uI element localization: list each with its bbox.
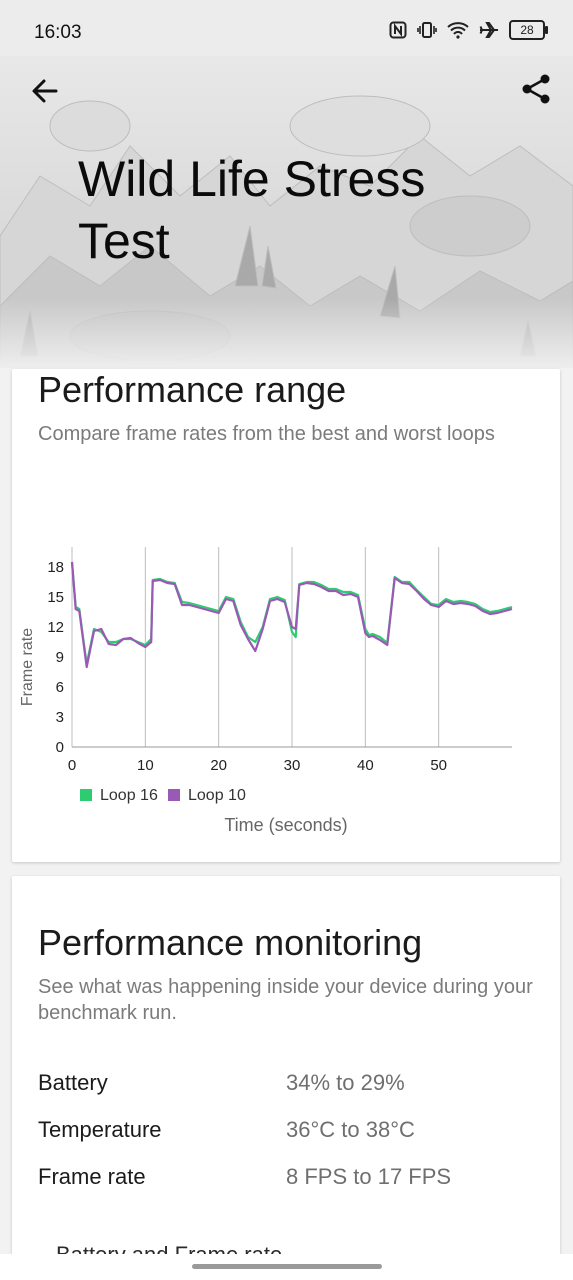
- nfc-icon: [389, 21, 407, 39]
- header-banner: [0, 56, 573, 368]
- performance-range-card: Performance range Compare frame rates fr…: [12, 369, 560, 862]
- status-icons: 28: [389, 20, 548, 40]
- chart-y-tick-label: 9: [56, 649, 64, 666]
- chart-y-tick-label: 3: [56, 709, 64, 726]
- status-bar: 16:03 28: [0, 0, 573, 56]
- chart-y-tick-label: 18: [47, 559, 64, 576]
- stat-label: Battery: [38, 1070, 108, 1095]
- legend-swatch: [80, 789, 92, 801]
- chart-x-tick-label: 20: [210, 757, 227, 774]
- performance-monitoring-card: Performance monitoring See what was happ…: [12, 876, 560, 1276]
- battery-icon: 28: [509, 20, 548, 40]
- stat-value: 8 FPS to 17 FPS: [286, 1164, 452, 1189]
- chart-x-tick-label: 30: [284, 757, 301, 774]
- wifi-icon: [447, 22, 469, 39]
- airplane-icon: [479, 22, 498, 38]
- stat-value: 34% to 29%: [286, 1070, 405, 1095]
- chart-x-tick-label: 40: [357, 757, 374, 774]
- page-title: Wild Life Stress Test: [78, 151, 426, 269]
- legend-label: Loop 16: [100, 787, 158, 804]
- chart-grid: [71, 547, 440, 747]
- performance-monitoring-title: Performance monitoring: [38, 922, 423, 963]
- chart-y-tick-label: 6: [56, 679, 64, 696]
- chart-legend: Loop 16 Loop 10: [80, 787, 246, 804]
- performance-range-title: Performance range: [38, 369, 347, 410]
- chart-x-axis-label: Time (seconds): [224, 815, 347, 835]
- chart-y-tick-label: 12: [47, 619, 64, 636]
- chart-x-tick-label: 50: [430, 757, 447, 774]
- stat-label: Frame rate: [38, 1164, 146, 1189]
- chart-y-tick-label: 0: [56, 739, 64, 756]
- chart-x-tick-label: 0: [68, 757, 76, 774]
- legend-label: Loop 10: [188, 787, 246, 804]
- performance-monitoring-subtitle: See what was happening inside your devic…: [38, 976, 533, 1024]
- legend-swatch: [168, 789, 180, 801]
- chart-y-ticks: 0 3 6 9 12 15 18: [47, 559, 64, 756]
- chart-x-ticks: 0 10 20 30 40 50: [68, 757, 447, 774]
- chart-series: [70, 561, 513, 669]
- frame-rate-chart: Frame rate Time (seconds) 0 3 6 9 12 15 18 0 10…: [19, 547, 513, 835]
- stat-label: Temperature: [38, 1117, 162, 1142]
- status-time: 16:03: [34, 22, 82, 43]
- back-button[interactable]: [28, 74, 62, 108]
- vibrate-icon: [417, 22, 437, 38]
- chart-y-tick-label: 15: [47, 589, 64, 606]
- share-button[interactable]: [519, 72, 553, 106]
- chart-x-tick-label: 10: [137, 757, 154, 774]
- chart-y-axis-label: Frame rate: [19, 628, 36, 706]
- stat-value: 36°C to 38°C: [286, 1117, 415, 1142]
- home-gesture-handle[interactable]: [192, 1264, 382, 1269]
- performance-range-subtitle: Compare frame rates from the best and wo…: [38, 423, 495, 445]
- navigation-bar: [0, 1254, 573, 1280]
- chart-series-line: [70, 561, 513, 669]
- header-fade: [0, 298, 573, 368]
